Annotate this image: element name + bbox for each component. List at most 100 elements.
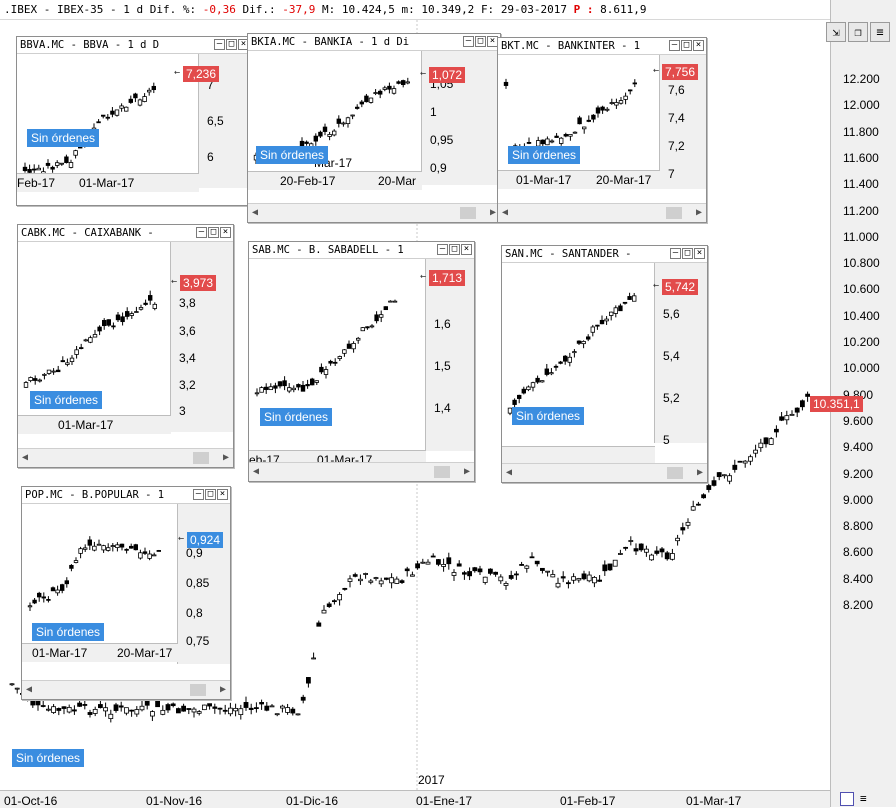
price-pointer-icon: ← (174, 67, 181, 78)
save-icon[interactable] (840, 792, 854, 806)
chart-settings-icon[interactable]: ⇲ (826, 22, 846, 42)
scroll-left-icon[interactable]: ◀ (252, 207, 259, 218)
maximize-icon[interactable]: □ (475, 36, 486, 47)
sab-chart-window[interactable]: SAB.MC - B. SABADELL - 1– □ × 1,6 1,5 1,4 eb-1… (248, 241, 475, 482)
minimize-icon[interactable]: – (670, 248, 681, 259)
maximize-icon[interactable]: □ (681, 40, 692, 51)
scroll-thumb[interactable] (460, 207, 476, 219)
scroll-thumb[interactable] (190, 684, 206, 696)
window-orders-badge[interactable]: Sin órdenes (30, 391, 103, 409)
bkia-chart-window[interactable]: BKIA.MC - BANKIA - 1 d Di – □ × 1,05 1 0,95 0,9… (247, 33, 501, 223)
candle (227, 702, 233, 717)
layers-icon[interactable]: ❐ (848, 22, 868, 42)
scroll-left-icon[interactable]: ◀ (253, 466, 260, 477)
main-candlestick-chart[interactable] (0, 20, 830, 790)
candle (623, 546, 628, 551)
scroll-right-icon[interactable]: ▶ (695, 207, 702, 218)
window-orders-badge[interactable]: Sin órdenes (32, 623, 105, 641)
menu-icon[interactable]: ≡ (870, 22, 890, 42)
window-price-axis[interactable]: 0,9 0,85 0,8 0,75 (177, 504, 230, 664)
window-orders-badge[interactable]: Sin órdenes (27, 129, 100, 147)
minimize-icon[interactable]: – (437, 244, 448, 255)
maximize-icon[interactable]: □ (208, 227, 219, 238)
window-scrollbar[interactable]: ◀ ▶ (18, 448, 233, 467)
window-orders-badge[interactable]: Sin órdenes (260, 408, 333, 426)
candle (357, 574, 363, 585)
window-scrollbar[interactable]: ◀ ▶ (249, 462, 474, 481)
window-candlestick-chart (22, 82, 156, 176)
scroll-right-icon[interactable]: ▶ (489, 207, 496, 218)
candle (472, 566, 478, 573)
window-titlebar[interactable]: BKIA.MC - BANKIA - 1 d Di – □ × (248, 34, 500, 51)
window-titlebar[interactable]: SAN.MC - SANTANDER - – □ × (502, 246, 707, 263)
maximize-icon[interactable]: □ (682, 248, 693, 259)
minimize-icon[interactable]: – (193, 489, 204, 500)
scroll-right-icon[interactable]: ▶ (696, 467, 703, 478)
scroll-right-icon[interactable]: ▶ (219, 684, 226, 695)
window-scrollbar[interactable]: ◀ ▶ (498, 203, 706, 222)
window-titlebar[interactable]: BBVA.MC - BBVA - 1 d D – □ × (17, 37, 251, 54)
maximize-icon[interactable]: □ (205, 489, 216, 500)
bkt-chart-window[interactable]: BKT.MC - BANKINTER - 1–□×7,67,47,27Mar-1… (497, 37, 707, 223)
window-date-axis[interactable]: Mar-17 20-Feb-17 20-Mar (248, 156, 422, 190)
close-icon[interactable]: × (694, 248, 705, 259)
scroll-thumb[interactable] (666, 207, 682, 219)
candle (268, 383, 273, 391)
window-titlebar[interactable]: CABK.MC - CAIXABANK - – □ × (18, 225, 233, 242)
scroll-left-icon[interactable]: ◀ (506, 467, 513, 478)
window-date-axis[interactable]: Feb-17 01-Mar-17 (17, 173, 199, 192)
candle (105, 114, 110, 121)
pop-chart-window[interactable]: POP.MC - B.POPULAR - 1–□×0,90,850,80,75M… (21, 486, 231, 700)
window-scrollbar[interactable]: ◀ ▶ (502, 463, 707, 482)
candle (392, 299, 398, 303)
minimize-icon[interactable]: – (196, 227, 207, 238)
bbva-chart-window[interactable]: BBVA.MC - BBVA - 1 d D – □ × 7 6,5 6 Feb-17 01-M… (16, 36, 252, 206)
close-icon[interactable]: × (220, 227, 231, 238)
window-axis-label: 0,75 (186, 634, 210, 648)
candle (304, 140, 309, 146)
window-orders-badge[interactable]: Sin órdenes (508, 146, 581, 164)
scroll-right-icon[interactable]: ▶ (463, 466, 470, 477)
close-icon[interactable]: × (461, 244, 472, 255)
window-price-axis[interactable]: 1,6 1,5 1,4 (425, 259, 474, 451)
main-orders-badge[interactable]: Sin órdenes (12, 749, 85, 767)
window-titlebar[interactable]: POP.MC - B.POPULAR - 1 – □ × (22, 487, 230, 504)
candle (613, 305, 618, 318)
window-scrollbar[interactable]: ◀ ▶ (248, 203, 500, 222)
maximize-icon[interactable]: □ (226, 39, 237, 50)
close-icon[interactable]: × (693, 40, 704, 51)
minimize-icon[interactable]: – (214, 39, 225, 50)
scroll-thumb[interactable] (434, 466, 450, 478)
scroll-right-icon[interactable]: ▶ (222, 452, 229, 463)
close-icon[interactable]: × (217, 489, 228, 500)
window-titlebar[interactable]: SAB.MC - B. SABADELL - 1 – □ × (249, 242, 474, 259)
scroll-thumb[interactable] (667, 467, 683, 479)
date-axis[interactable]: 01-Oct-16 01-Nov-16 01-Dic-16 01-Ene-17 01-F… (0, 790, 830, 808)
window-price-axis[interactable]: 3,8 3,6 3,4 3,2 3 (170, 242, 233, 432)
scroll-left-icon[interactable]: ◀ (26, 684, 33, 695)
price-axis-label: 11.400 (843, 177, 879, 192)
window-orders-badge[interactable]: Sin órdenes (512, 407, 585, 425)
window-date-axis[interactable] (502, 446, 655, 465)
window-titlebar[interactable]: BKT.MC - BANKINTER - 1 – □ × (498, 38, 706, 55)
candle (368, 578, 374, 585)
cabk-chart-window[interactable]: CABK.MC - CAIXABANK - –□× 3,8 3,6 3,4 3,2 3 Mar… (17, 224, 234, 468)
candle (102, 318, 107, 330)
minimize-icon[interactable]: – (669, 40, 680, 51)
candle (487, 568, 493, 576)
candle (137, 98, 143, 107)
san-chart-window[interactable]: SAN.MC - SANTANDER - – □ × 5,6 5,4 5,2 5 ◀ ▶ 5,742… (501, 245, 708, 483)
candle (396, 80, 401, 85)
list-icon[interactable]: ≡ (860, 792, 867, 805)
scroll-thumb[interactable] (193, 452, 209, 464)
window-orders-badge[interactable]: Sin órdenes (256, 146, 329, 164)
scroll-left-icon[interactable]: ◀ (502, 207, 509, 218)
window-axis-label: 6,5 (207, 114, 224, 128)
scroll-left-icon[interactable]: ◀ (22, 452, 29, 463)
maximize-icon[interactable]: □ (449, 244, 460, 255)
minimize-icon[interactable]: – (463, 36, 474, 47)
window-scrollbar[interactable]: ◀ ▶ (22, 680, 230, 699)
